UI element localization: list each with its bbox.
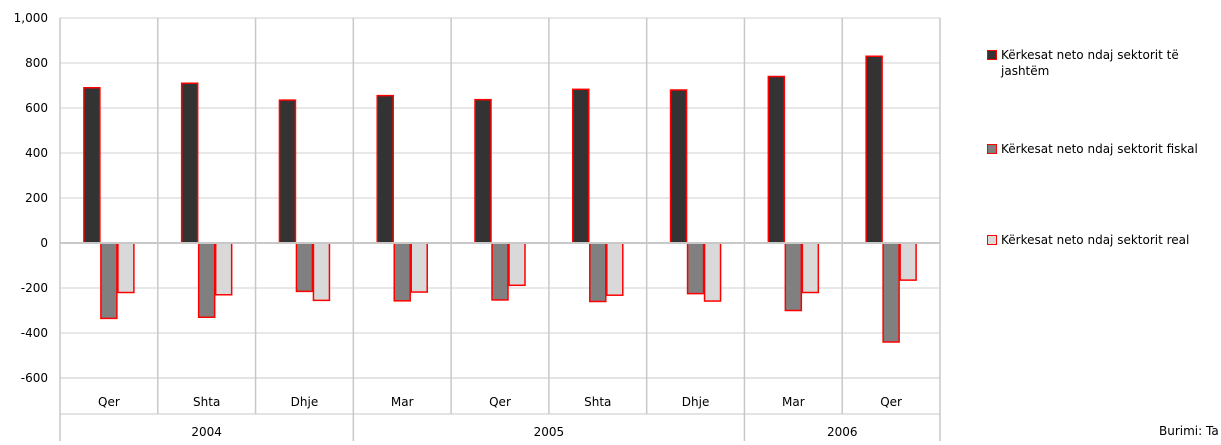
bar-series-1	[83, 87, 101, 244]
bar-series-3	[703, 242, 722, 302]
x-tick-label: Qer	[98, 395, 120, 409]
legend-label-external: Kërkesat neto ndaj sektorit të jashtëm	[1001, 48, 1179, 78]
x-tick-label: Mar	[782, 395, 805, 409]
x-tick-label: Shta	[193, 395, 220, 409]
legend-label-fiscal: Kërkesat neto ndaj sektorit fiskal	[1001, 142, 1198, 156]
legend: Kërkesat neto ndaj sektorit të jashtëm K…	[987, 0, 1217, 441]
y-tick-label: -600	[21, 371, 48, 385]
legend-label-real: Kërkesat neto ndaj sektorit real	[1001, 233, 1190, 247]
x-tick-label: Qer	[880, 395, 902, 409]
x-tick-label: Shta	[584, 395, 611, 409]
bar-series-1	[767, 75, 786, 244]
bar-series-1	[865, 55, 883, 244]
bar-series-1	[180, 82, 199, 244]
x-tick-label: Dhje	[682, 395, 710, 409]
bar-series-3	[410, 242, 428, 293]
legend-item-external: Kërkesat neto ndaj sektorit të jashtëm	[987, 47, 1217, 79]
legend-swatch-external	[987, 50, 997, 60]
bar-series-2	[686, 242, 705, 295]
bar-series-2	[197, 242, 216, 318]
bar-series-3	[312, 242, 331, 302]
y-tick-label: 400	[25, 146, 48, 160]
year-label: 2005	[534, 425, 565, 439]
chart-svg: 1,000 800 600 400 200 0 -200 -400 -600 Qer Shta Dhj…	[14, 11, 941, 441]
legend-swatch-real	[987, 235, 997, 245]
bar-series-1	[572, 88, 590, 244]
legend-item-fiscal: Kërkesat neto ndaj sektorit fiskal	[987, 141, 1217, 157]
bar-series-1	[278, 99, 297, 244]
bar-series-2	[882, 242, 900, 343]
x-tick-label: Qer	[489, 395, 511, 409]
y-tick-label: 0	[40, 236, 48, 250]
y-tick-label: 600	[25, 101, 48, 115]
y-tick-label: -400	[21, 326, 48, 340]
year-label: 2006	[827, 425, 858, 439]
y-tick-label: -200	[21, 281, 48, 295]
bar-series-2	[589, 242, 607, 303]
bar-series-3	[117, 242, 135, 294]
x-tick-label: Dhje	[291, 395, 319, 409]
x-tick-label: Mar	[391, 395, 414, 409]
bar-series-3	[606, 242, 624, 296]
bar-series-2	[491, 242, 509, 301]
legend-item-real: Kërkesat neto ndaj sektorit real	[987, 232, 1217, 248]
bar-series-2	[295, 242, 314, 293]
bar-series-2	[100, 242, 118, 320]
bar-series-3	[214, 242, 233, 296]
bar-series-1	[669, 89, 688, 244]
bar-series-1	[474, 98, 492, 244]
year-label: 2004	[191, 425, 222, 439]
bar-series-2	[784, 242, 803, 312]
y-tick-label: 200	[25, 191, 48, 205]
bar-series-3	[508, 242, 526, 287]
bar-series-2	[393, 242, 411, 302]
y-tick-label: 1,000	[14, 11, 48, 25]
source-note: Burimi: Ta	[1159, 424, 1219, 438]
bar-series-1	[376, 94, 394, 244]
y-tick-label: 800	[25, 56, 48, 70]
bar-series-3	[899, 242, 917, 281]
legend-swatch-fiscal	[987, 144, 997, 154]
bar-series-3	[801, 242, 820, 294]
